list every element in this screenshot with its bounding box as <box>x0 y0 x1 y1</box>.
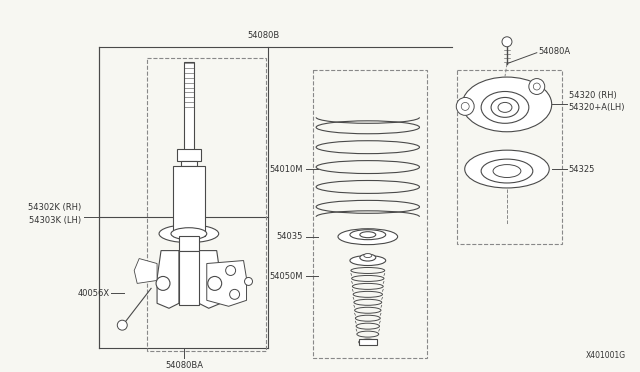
Bar <box>181 161 197 166</box>
Ellipse shape <box>465 150 549 188</box>
Circle shape <box>533 83 540 90</box>
Circle shape <box>117 320 127 330</box>
Circle shape <box>461 102 469 110</box>
Bar <box>184 62 194 151</box>
Circle shape <box>244 278 253 285</box>
Polygon shape <box>157 251 179 308</box>
Polygon shape <box>199 251 221 308</box>
Ellipse shape <box>350 256 386 266</box>
Circle shape <box>502 37 512 47</box>
Ellipse shape <box>360 232 376 238</box>
Ellipse shape <box>493 164 521 177</box>
Ellipse shape <box>481 92 529 123</box>
Text: 54080B: 54080B <box>247 31 280 40</box>
Circle shape <box>226 266 236 275</box>
Text: 54080BA: 54080BA <box>165 361 203 370</box>
Text: 54010M: 54010M <box>269 164 303 174</box>
Circle shape <box>208 276 221 291</box>
Text: X401001G: X401001G <box>586 351 627 360</box>
Bar <box>179 251 199 305</box>
Circle shape <box>156 276 170 291</box>
Bar <box>147 58 266 351</box>
Ellipse shape <box>171 228 207 240</box>
Bar <box>177 149 201 161</box>
Ellipse shape <box>360 254 376 261</box>
Circle shape <box>230 289 239 299</box>
Text: 54050M: 54050M <box>269 272 303 281</box>
Text: 54325: 54325 <box>568 164 595 174</box>
Ellipse shape <box>462 77 552 132</box>
Ellipse shape <box>481 159 533 183</box>
Ellipse shape <box>364 254 372 257</box>
Ellipse shape <box>350 230 386 240</box>
Bar <box>457 70 562 244</box>
Bar <box>173 166 205 236</box>
Bar <box>313 70 428 358</box>
Polygon shape <box>134 259 157 283</box>
Ellipse shape <box>491 97 519 117</box>
Ellipse shape <box>359 339 377 345</box>
Polygon shape <box>207 260 246 306</box>
Text: 54080A: 54080A <box>539 47 571 56</box>
Text: 40056X: 40056X <box>77 289 109 298</box>
Ellipse shape <box>338 229 397 245</box>
Ellipse shape <box>498 102 512 112</box>
Circle shape <box>456 97 474 115</box>
Bar <box>179 236 199 251</box>
Circle shape <box>529 78 545 94</box>
Text: 54035: 54035 <box>277 232 303 241</box>
Bar <box>359 339 377 345</box>
Ellipse shape <box>159 225 219 243</box>
Text: 54320 (RH)
54320+A(LH): 54320 (RH) 54320+A(LH) <box>568 91 625 112</box>
Text: 54302K (RH)
54303K (LH): 54302K (RH) 54303K (LH) <box>28 203 81 225</box>
